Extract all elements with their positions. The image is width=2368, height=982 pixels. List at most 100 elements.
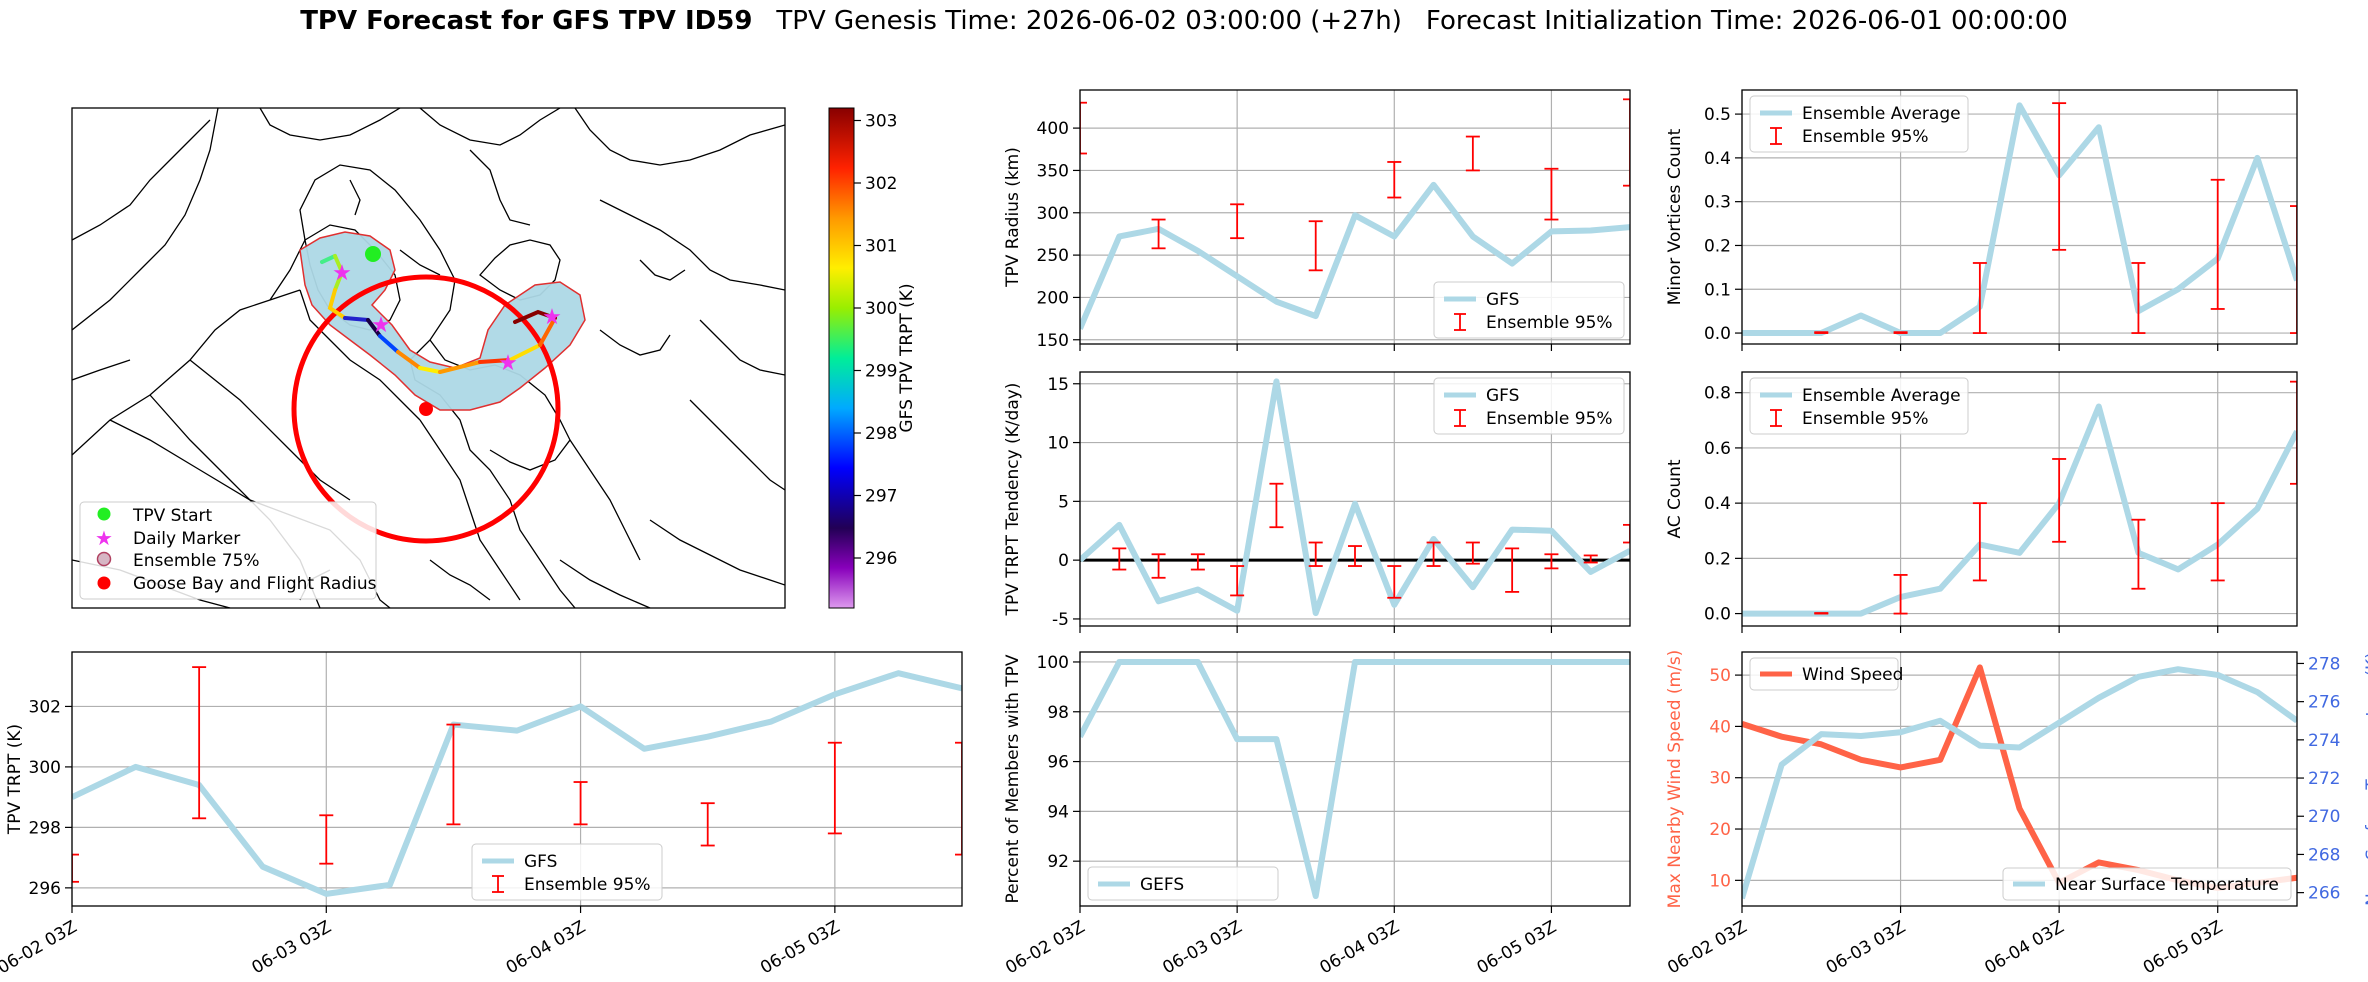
error-bar [2131,518,2146,590]
y-tick-label: 92 [1047,852,1069,872]
legend-ensemble-icon [96,551,112,567]
y-tick-label: 350 [1037,161,1069,181]
tpv-track [320,254,557,374]
legend-goose-bay-icon [97,576,111,590]
error-bar [1190,553,1205,571]
y-tick-label: 20 [1709,820,1731,840]
error-bar [1387,565,1402,599]
legend-temp: Near Surface Temperature [2002,867,2292,901]
error-bar [955,741,962,856]
svg-text:★: ★ [332,261,352,286]
title-init: Forecast Initialization Time: 2026-06-01… [1425,6,2068,36]
y-axis-label: Percent of Members with TPV [1003,654,1023,903]
y-tick-label: 200 [1037,288,1069,308]
legend-wind: Wind Speed [1749,657,1903,691]
x-tick-label: 06-05 03Z [757,917,843,978]
panel-radius: 150 200 250 300 350 400 TPV Radius (km) GFS Ense… [1003,89,1631,351]
error-bar [2290,380,2297,485]
y-right-tick-label: 276 [2308,693,2340,713]
y-tick-label: 0.5 [1704,105,1731,125]
map-legend-tpv-start: TPV Start [132,506,213,526]
legend-label: Ensemble 95% [1802,409,1929,429]
map-legend-goose-bay: Goose Bay and Flight Radius [133,574,377,594]
error-bar [1151,218,1166,250]
y-right-axis-label: Near Surface Temperature (K) [2363,652,2368,906]
y-right-tick-label: 274 [2308,731,2340,751]
series-line-gfs [1080,181,1630,330]
legend-label: GEFS [1140,875,1184,895]
legend-label: Ensemble 95% [1486,313,1613,333]
error-bar [1544,553,1559,570]
legend-daily-marker-icon: ★ [95,526,113,550]
y-axis-label: TPV Radius (km) [1003,147,1023,288]
x-tick-label: 06-02 03Z [0,917,81,978]
error-bar [1230,565,1245,597]
svg-text:★: ★ [498,351,518,376]
y-tick-label: 0.0 [1704,324,1731,344]
legend-tendency: GFS Ensemble 95% [1433,377,1625,435]
legend-tpv-start-icon [97,507,111,521]
legend-label: GFS [524,852,557,872]
x-tick-label: 06-05 03Z [1474,917,1560,978]
error-bar [827,741,842,835]
y-axis-label: Max Nearby Wind Speed (m/s) [1665,650,1685,909]
y-tick-label: -5 [1052,610,1069,630]
y-tick-label: 96 [1047,753,1069,773]
title-genesis: TPV Genesis Time: 2026-06-02 03:00:00 (+… [776,6,1402,36]
y-tick-label: 100 [1037,653,1069,673]
colorbar-tick-label: 297 [865,487,897,507]
x-tick-label: 06-02 03Z [1664,917,1750,978]
error-bar [700,802,715,847]
series-line-ensemble-average [1742,403,2297,617]
y-tick-label: 0.3 [1704,193,1731,213]
legend-radius: GFS Ensemble 95% [1433,281,1625,339]
y-tick-label: 94 [1047,802,1069,822]
legend-errorbar-icon [1770,409,1782,427]
legend-trpt: GFS Ensemble 95% [471,843,663,901]
error-bar [1080,101,1087,155]
y-right-tick-label: 278 [2308,654,2340,674]
y-tick-label: 300 [1037,204,1069,224]
colorbar-tick-label: 303 [865,112,897,132]
legend-errorbar-icon [1770,127,1782,145]
y-right-tick-label: 272 [2308,769,2340,789]
error-bar [2210,502,2225,582]
legend-errorbar-icon [1454,409,1466,427]
panel-wind: 10 20 30 40 50 266 268 270 272 274 276 278 Near Surf… [1664,650,2368,979]
y-tick-label: 300 [29,758,61,778]
ensemble-75-envelope [299,231,586,411]
panel-percent: 92 94 96 98 100 Percent of Members with TPV 06… [1002,651,1631,978]
error-bar [1623,98,1630,187]
map-legend-ensemble: Ensemble 75% [133,551,260,571]
y-tick-label: 15 [1047,375,1069,395]
panel-tendency: -5 0 5 10 15 TPV TRPT Tendency (K/day) GFS Ense… [1003,371,1631,633]
error-bar [1972,502,1987,582]
colorbar-tick-label: 300 [865,299,897,319]
legend-label: GFS [1486,290,1519,310]
daily-markers: ★ ★ ★ ★ [332,261,562,376]
y-right-tick-label: 268 [2308,845,2340,865]
error-bar [2131,262,2146,334]
y-tick-label: 0.4 [1704,149,1731,169]
title-main: TPV Forecast for GFS TPV ID59 [300,6,753,36]
legend-ac: Ensemble Average Ensemble 95% [1749,377,1969,435]
svg-text:★: ★ [542,305,562,330]
y-tick-label: 296 [29,879,61,899]
error-bar [2210,178,2225,310]
series-line-gefs [1080,658,1630,900]
error-bar [1465,541,1480,565]
error-bar [192,666,207,820]
error-bar [319,814,334,865]
error-bar [1505,547,1520,593]
x-tick-label: 06-02 03Z [1002,917,1088,978]
error-bar [1465,135,1480,172]
colorbar-tick-label: 298 [865,424,897,444]
x-tick-label: 06-03 03Z [1823,917,1909,978]
error-bar [1814,331,1829,334]
series-line-near-surface-temperature [1742,666,2297,900]
y-tick-label: 400 [1037,119,1069,139]
error-bar [1308,541,1323,567]
y-axis-label: TPV TRPT Tendency (K/day) [1003,383,1023,617]
